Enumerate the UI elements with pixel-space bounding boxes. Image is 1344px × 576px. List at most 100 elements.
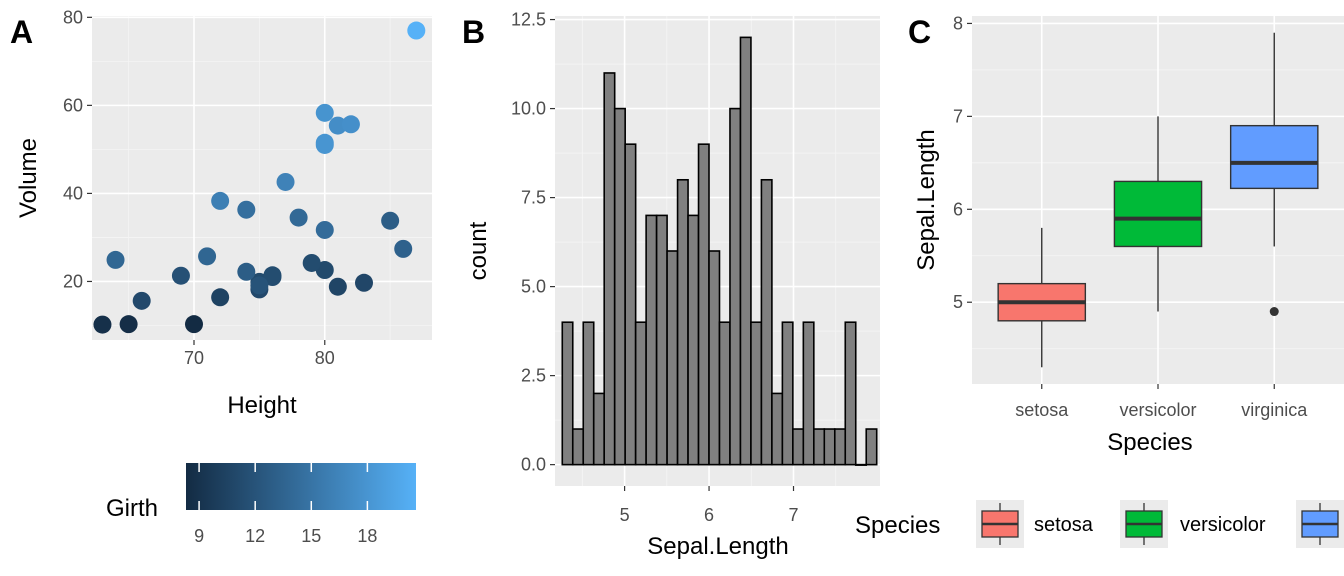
- histogram-y-tick-label: 5.0: [521, 277, 546, 297]
- scatter-point: [171, 266, 190, 285]
- scatter-y-axis-title: Volume: [15, 138, 42, 218]
- histogram-bars: [561, 36, 878, 466]
- histogram-panel: B 5 6 7 0.0 2.5 5.0 7.5 10.0 12.5 Sepal.Length c…: [462, 10, 880, 560]
- species-legend-label: versicolor: [1180, 514, 1266, 536]
- scatter-point: [315, 103, 334, 122]
- scatter-y-tick-label: 60: [63, 95, 83, 115]
- scatter-point: [394, 239, 413, 258]
- histogram-bar: [813, 428, 826, 466]
- species-legend-entry-versicolor: versicolor: [1120, 500, 1266, 548]
- species-legend-entries: setosa versicolor: [976, 500, 1344, 548]
- scatter-point: [211, 288, 230, 307]
- histogram-bar: [760, 178, 773, 466]
- boxplot-outlier: [1269, 307, 1279, 317]
- histogram-bar: [823, 428, 836, 466]
- histogram-bar: [676, 178, 689, 466]
- histogram-bar: [833, 428, 847, 466]
- histogram-bar: [844, 321, 857, 466]
- histogram-bar: [603, 72, 616, 466]
- scatter-point: [185, 315, 203, 334]
- histogram-bar: [729, 107, 742, 466]
- boxplot-x-tick-label: versicolor: [1119, 400, 1196, 420]
- histogram-y-axis-title: count: [465, 221, 492, 280]
- boxplot-iqr-box: [1113, 180, 1203, 248]
- histogram-bar: [666, 250, 679, 466]
- boxplot-y-tick-label: 7: [953, 106, 963, 126]
- histogram-bar: [739, 36, 752, 466]
- histogram-bar: [634, 321, 647, 466]
- histogram-y-tick-label: 12.5: [511, 10, 546, 30]
- boxplot-x-tick-label: setosa: [1015, 400, 1069, 420]
- species-legend-label: setosa: [1034, 514, 1094, 536]
- histogram-x-axis-title: Sepal.Length: [647, 533, 788, 560]
- scatter-point: [302, 253, 321, 272]
- scatter-point: [237, 262, 256, 281]
- colorbar-tick-label: 12: [245, 526, 265, 546]
- histogram-x-tick-label: 6: [704, 505, 714, 525]
- scatter-point: [289, 208, 308, 227]
- scatter-point: [328, 277, 347, 296]
- scatter-point: [93, 315, 112, 334]
- scatter-y-tick-label: 20: [63, 271, 83, 291]
- histogram-bar: [771, 392, 784, 466]
- panel-tag-c: C: [908, 14, 931, 50]
- girth-colorbar-legend: Girth 9 12 15 18: [106, 463, 416, 546]
- boxplot-box-versicolor: [1113, 116, 1203, 312]
- histogram-bar: [750, 321, 763, 466]
- scatter-y-tick-label: 80: [63, 7, 83, 27]
- species-legend-entry-virginica: [1296, 500, 1344, 548]
- boxplot-ticks: 5 6 7 8 setosa versicolor virginica: [953, 13, 1308, 420]
- histogram-bar: [613, 107, 626, 466]
- histogram-bar: [571, 428, 585, 466]
- scatter-point: [407, 21, 426, 40]
- histogram-y-tick-label: 10.0: [511, 99, 546, 119]
- species-legend-title: Species: [855, 512, 940, 539]
- histogram-ticks: 5 6 7 0.0 2.5 5.0 7.5 10.0 12.5: [511, 10, 799, 525]
- histogram-bar: [802, 321, 815, 466]
- scatter-point: [341, 115, 360, 134]
- colorbar-title: Girth: [106, 495, 158, 522]
- histogram-bar: [624, 143, 637, 466]
- histogram-bar: [645, 214, 658, 466]
- boxplot-boxes: [997, 32, 1319, 368]
- boxplot-y-axis-title: Sepal.Length: [913, 129, 940, 270]
- histogram-y-tick-label: 7.5: [521, 188, 546, 208]
- scatter-x-tick-label: 80: [315, 348, 335, 368]
- histogram-bar: [582, 321, 595, 466]
- histogram-bar: [792, 428, 805, 466]
- scatter-ticks: 70 80 20 40 60 80: [63, 7, 335, 368]
- boxplot-box-setosa: [997, 227, 1087, 368]
- histogram-x-tick-label: 5: [620, 505, 630, 525]
- scatter-x-axis-title: Height: [227, 392, 297, 419]
- scatter-point: [315, 135, 334, 154]
- scatter-point: [250, 276, 269, 295]
- colorbar-tick-label: 15: [301, 526, 321, 546]
- species-legend: Species setosa versicolor: [855, 500, 1344, 548]
- scatter-point: [381, 211, 400, 230]
- boxplot-iqr-box: [1229, 124, 1319, 190]
- histogram-bar: [865, 428, 878, 466]
- scatter-point: [328, 116, 347, 135]
- scatter-y-tick-label: 40: [63, 183, 83, 203]
- histogram-bar: [781, 321, 794, 466]
- boxplot-x-axis-title: Species: [1107, 429, 1192, 456]
- histogram-y-tick-label: 2.5: [521, 366, 546, 386]
- scatter-point: [276, 172, 295, 191]
- scatter-point: [211, 191, 230, 210]
- species-legend-entry-setosa: setosa: [976, 500, 1094, 548]
- colorbar-tick-label: 18: [357, 526, 377, 546]
- histogram-bar: [697, 143, 710, 466]
- histogram-bar: [687, 214, 700, 466]
- histogram-y-tick-label: 0.0: [521, 455, 546, 475]
- scatter-point: [315, 220, 334, 239]
- boxplot-y-tick-label: 5: [953, 292, 963, 312]
- scatter-point: [237, 200, 256, 219]
- histogram-bar: [718, 321, 731, 466]
- boxplot-y-tick-label: 6: [953, 199, 963, 219]
- boxplot-panel: C 5 6 7 8 setosa versicolor virginica Species …: [855, 13, 1344, 548]
- histogram-bar: [655, 214, 668, 466]
- histogram-x-tick-label: 7: [789, 505, 799, 525]
- scatter-point: [355, 273, 373, 292]
- scatter-point: [106, 250, 125, 269]
- boxplot-x-tick-label: virginica: [1241, 400, 1308, 420]
